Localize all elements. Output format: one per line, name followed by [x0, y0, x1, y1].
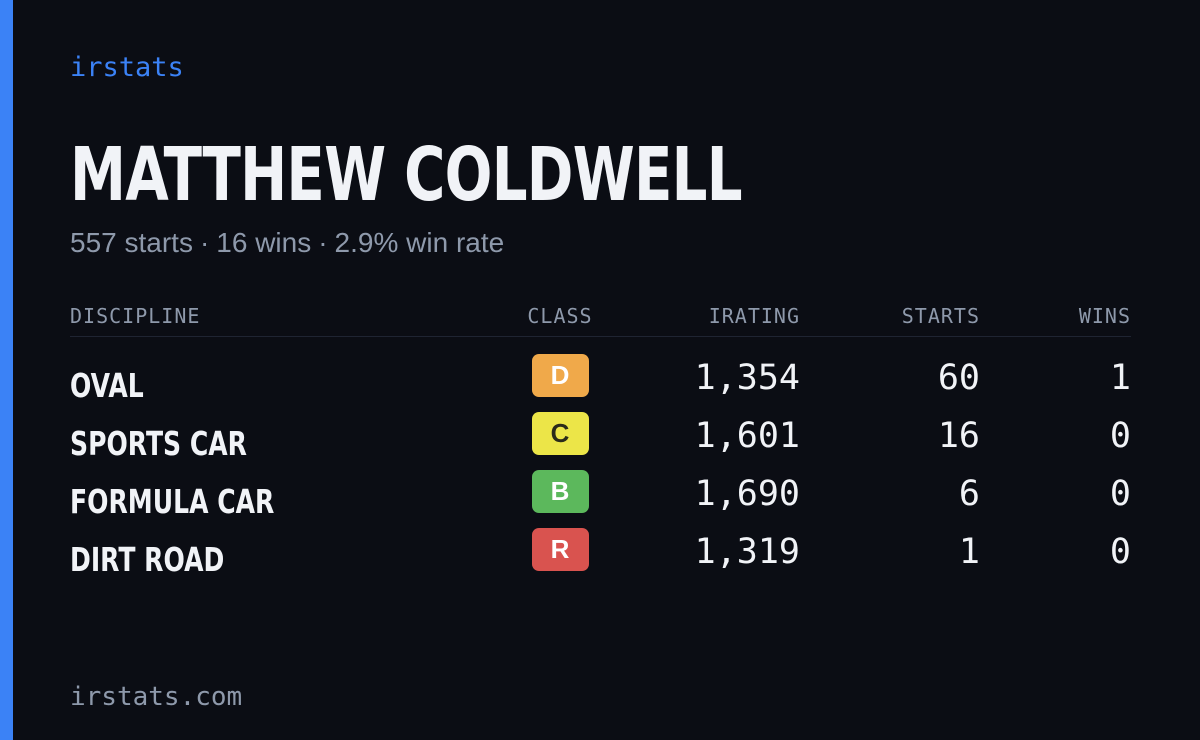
- header-class: CLASS: [525, 296, 595, 337]
- summary-separator: ·: [318, 227, 328, 258]
- player-name: MATTHEW COLDWELL: [70, 132, 743, 218]
- header-irating: IRATING: [595, 296, 800, 337]
- irating-value: 1,601: [694, 415, 800, 456]
- license-class-badge: D: [531, 353, 589, 397]
- summary-starts: 557 starts: [70, 227, 193, 258]
- irating-value: 1,354: [694, 357, 800, 398]
- player-summary: 557 starts · 16 wins · 2.9% win rate: [70, 229, 504, 257]
- discipline-name: SPORTS CAR: [70, 423, 247, 463]
- table-row: OVAL D 1,354 60 1: [70, 337, 1131, 408]
- header-starts: STARTS: [800, 296, 980, 337]
- starts-value: 1: [958, 531, 980, 572]
- starts-value: 60: [937, 357, 980, 398]
- license-class-badge: B: [531, 469, 589, 513]
- starts-value: 6: [958, 473, 980, 514]
- wins-value: 0: [1109, 473, 1131, 514]
- footer-domain-link[interactable]: irstats.com: [70, 682, 243, 712]
- license-class-badge: C: [531, 411, 589, 455]
- irating-value: 1,319: [694, 531, 800, 572]
- table-row: FORMULA CAR B 1,690 6 0: [70, 465, 1131, 523]
- summary-wins: 16 wins: [216, 227, 312, 258]
- discipline-stats-table: DISCIPLINE CLASS IRATING STARTS WINS OVA…: [70, 296, 1131, 581]
- starts-value: 16: [937, 415, 980, 456]
- table-header-row: DISCIPLINE CLASS IRATING STARTS WINS: [70, 296, 1131, 337]
- accent-bar: [0, 0, 13, 740]
- wins-value: 1: [1109, 357, 1131, 398]
- header-wins: WINS: [980, 296, 1131, 337]
- table-row: DIRT ROAD R 1,319 1 0: [70, 523, 1131, 581]
- summary-win-rate: 2.9% win rate: [334, 227, 505, 258]
- irating-value: 1,690: [694, 473, 800, 514]
- license-class-badge: R: [531, 527, 589, 571]
- discipline-name: FORMULA CAR: [70, 481, 275, 521]
- wins-value: 0: [1109, 415, 1131, 456]
- discipline-name: DIRT ROAD: [70, 539, 225, 579]
- wins-value: 0: [1109, 531, 1131, 572]
- header-discipline: DISCIPLINE: [70, 296, 525, 337]
- discipline-name: OVAL: [70, 365, 144, 405]
- table-row: SPORTS CAR C 1,601 16 0: [70, 407, 1131, 465]
- brand-logo-text[interactable]: irstats: [70, 52, 184, 83]
- summary-separator: ·: [199, 227, 210, 258]
